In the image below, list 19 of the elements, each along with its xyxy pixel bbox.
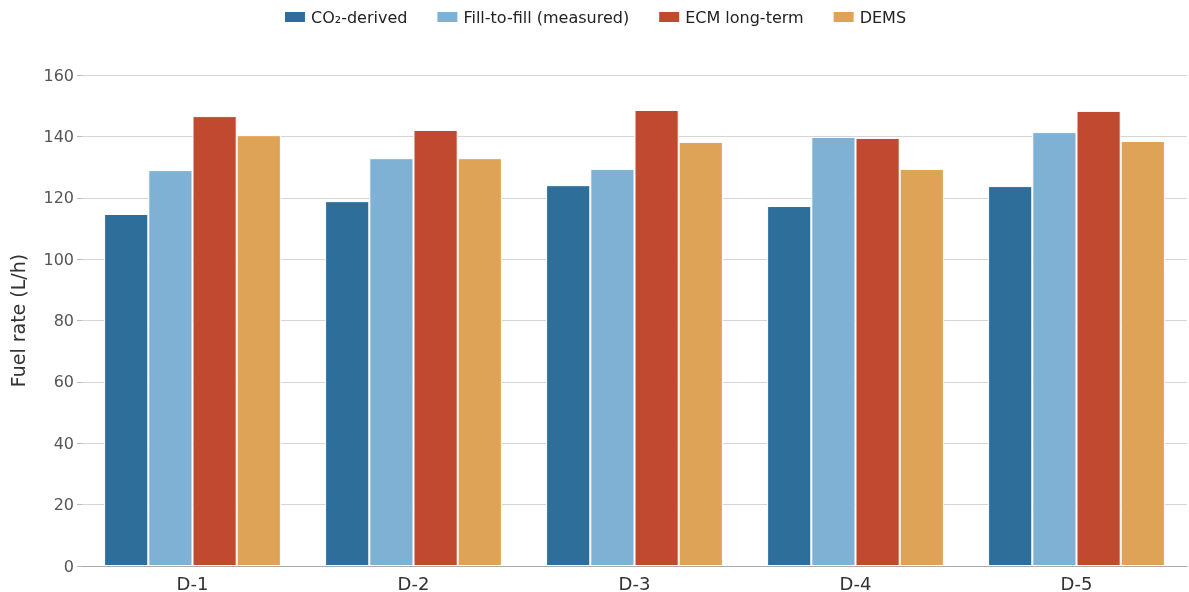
x-tick-label: D-2 bbox=[397, 572, 430, 592]
x-tick-label: D-3 bbox=[618, 572, 651, 592]
y-tick-label: 100 bbox=[43, 249, 74, 269]
y-tick-label: 140 bbox=[43, 126, 74, 146]
legend-label: CO₂-derived bbox=[310, 7, 408, 27]
y-tick-label: 60 bbox=[53, 372, 74, 392]
x-tick-label: D-4 bbox=[839, 572, 872, 592]
y-axis-title: Fuel rate (L/h) bbox=[6, 253, 29, 388]
legend-label: DEMS bbox=[859, 7, 907, 27]
x-tick-label: D-1 bbox=[176, 572, 209, 592]
y-tick-label: 20 bbox=[53, 495, 74, 515]
x-tick-label: D-5 bbox=[1060, 572, 1093, 592]
y-tick-label: 40 bbox=[53, 433, 74, 453]
y-tick-label: 120 bbox=[43, 188, 74, 208]
y-tick-label: 80 bbox=[53, 311, 74, 330]
y-tick-label: 160 bbox=[43, 65, 74, 85]
legend-label: Fill-to-fill (measured) bbox=[463, 7, 630, 27]
y-tick-label: 0 bbox=[63, 556, 74, 576]
legend-label: ECM long-term bbox=[685, 7, 804, 27]
